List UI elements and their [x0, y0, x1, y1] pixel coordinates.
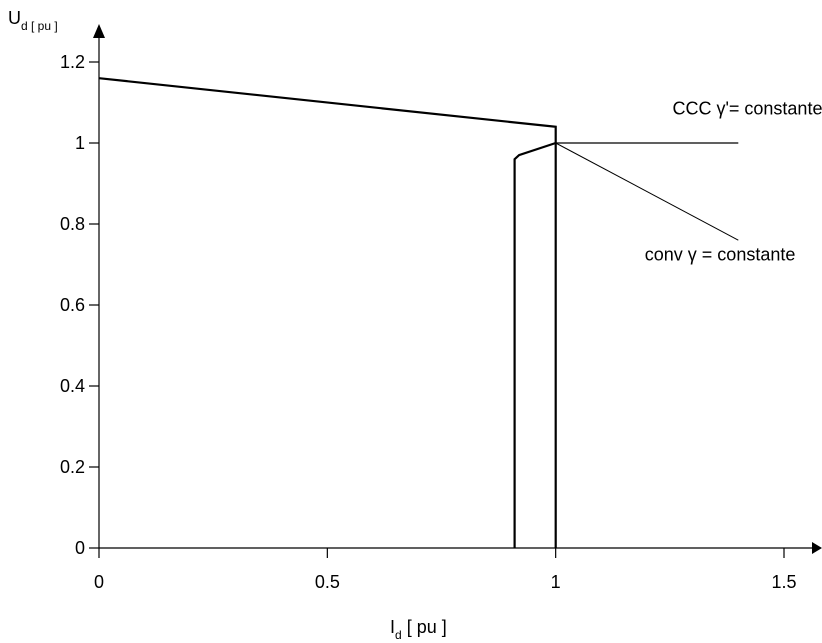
series-line-1 — [98, 77, 557, 548]
x-tick-label: 0 — [94, 572, 104, 592]
y-tick-label: 1 — [75, 133, 85, 153]
y-axis-label: Ud [ pu ] — [8, 8, 58, 33]
x-tick-label: 0.5 — [315, 572, 340, 592]
annotation-label: conv γ = constante — [645, 244, 796, 264]
series-line-2 — [513, 141, 557, 548]
x-tick-label: 1 — [551, 572, 561, 592]
x-axis-label-main: I — [390, 617, 395, 637]
x-axis-label-sub: d — [395, 628, 402, 642]
y-axis-arrow — [93, 24, 105, 38]
y-axis-label-sub: d [ pu ] — [21, 19, 58, 33]
x-axis-label: Id [ pu ] — [390, 617, 447, 642]
x-axis-arrow — [812, 542, 822, 554]
y-ticks: 0 0.2 0.4 0.6 0.8 1 1.2 — [60, 52, 99, 558]
y-tick-label: 1.2 — [60, 52, 85, 72]
y-tick-label: 0 — [75, 538, 85, 558]
x-tick-label: 1.5 — [771, 572, 796, 592]
y-axis-label-main: U — [8, 8, 21, 28]
y-tick-label: 0.2 — [60, 457, 85, 477]
x-ticks: 0 0.5 1 1.5 — [94, 548, 797, 592]
annotation-layer: CCC γ'= constante conv γ = constante — [645, 99, 822, 265]
series-line-4 — [555, 142, 739, 241]
x-axis-label-rest: [ pu ] — [402, 617, 447, 637]
series-layer — [98, 77, 739, 548]
y-tick-label: 0.6 — [60, 295, 85, 315]
y-tick-label: 0.4 — [60, 376, 85, 396]
y-tick-label: 0.8 — [60, 214, 85, 234]
annotation-label: CCC γ'= constante — [672, 99, 822, 119]
